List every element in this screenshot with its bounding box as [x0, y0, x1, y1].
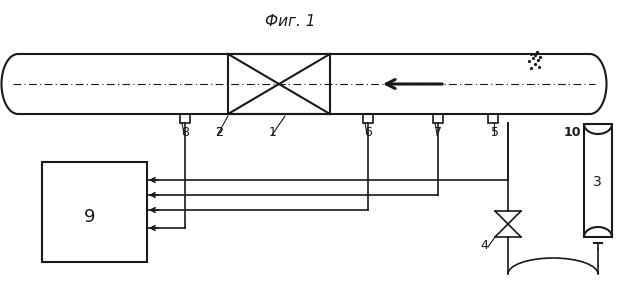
Bar [584, 124, 612, 237]
Text: 9: 9 [84, 208, 95, 226]
Bar [433, 114, 443, 123]
Text: 2: 2 [215, 126, 223, 139]
Text: 2: 2 [215, 126, 223, 139]
Text: Фиг. 1: Фиг. 1 [265, 14, 316, 29]
Text: 6: 6 [364, 126, 372, 139]
Bar [363, 114, 373, 123]
Text: 7: 7 [434, 126, 442, 139]
Text: 3: 3 [593, 175, 602, 189]
Text: 5: 5 [491, 126, 499, 139]
Text: 8: 8 [181, 126, 189, 139]
Text: 10: 10 [564, 126, 582, 139]
Bar [180, 114, 190, 123]
Bar [42, 162, 147, 262]
Text: 1: 1 [269, 126, 277, 139]
Bar [488, 114, 498, 123]
Text: 4: 4 [480, 239, 488, 252]
